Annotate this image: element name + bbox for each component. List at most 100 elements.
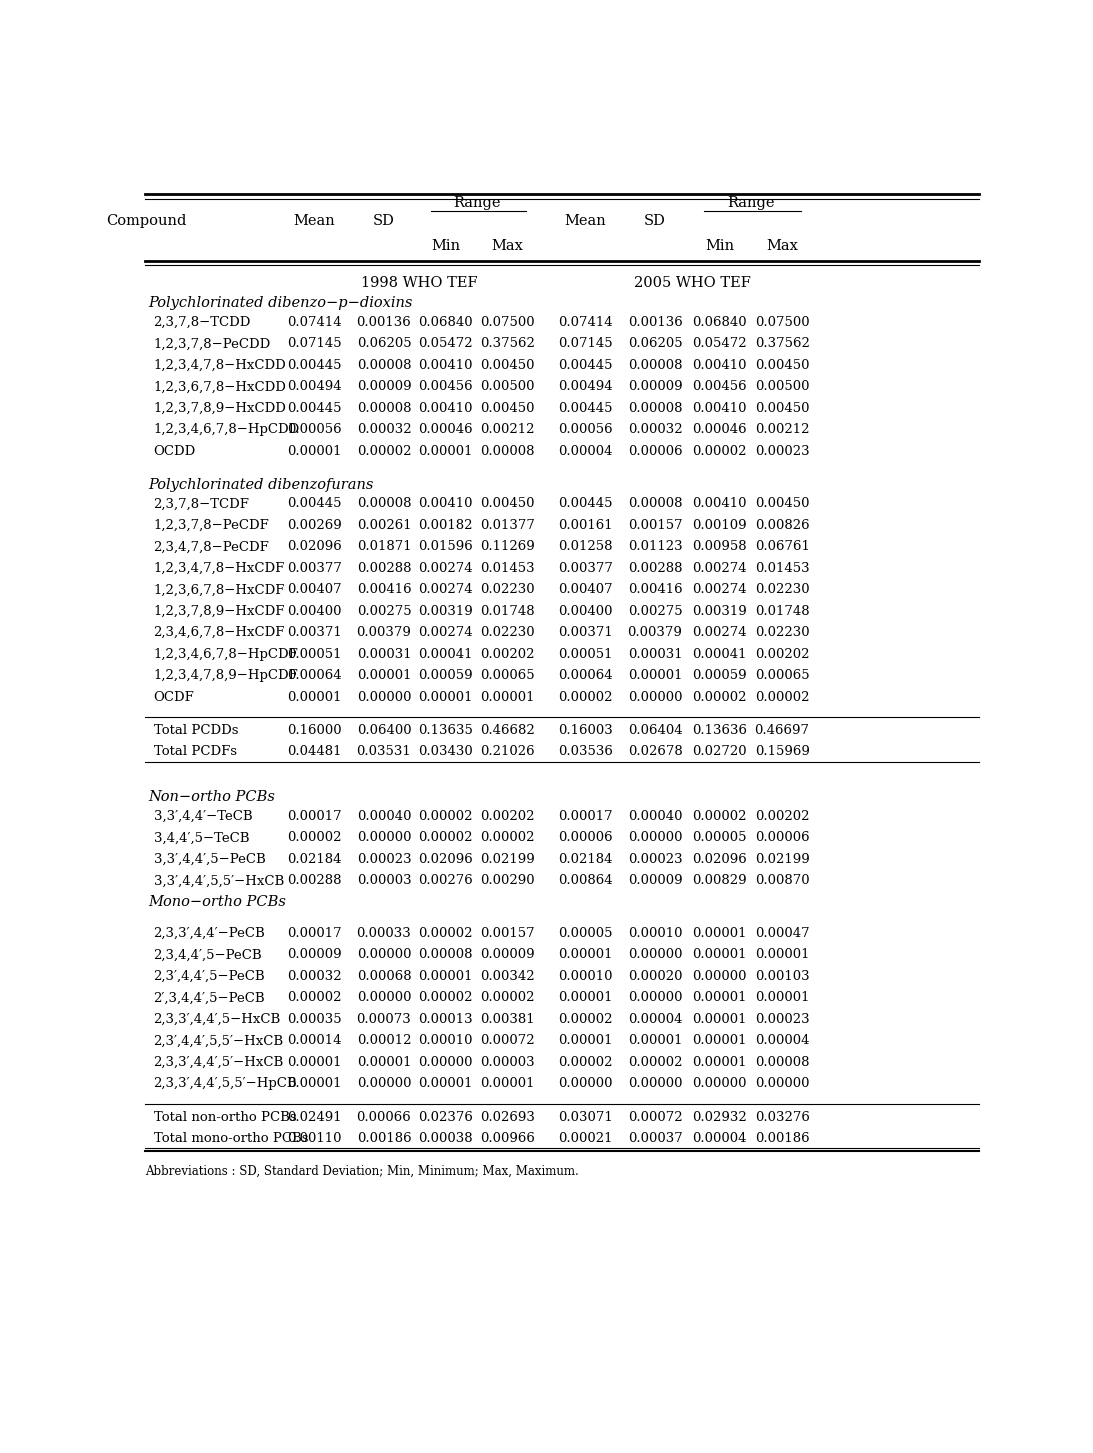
Text: 0.00456: 0.00456 (692, 381, 747, 394)
Text: 0.00407: 0.00407 (559, 583, 613, 596)
Text: 0.00000: 0.00000 (356, 831, 411, 844)
Text: 0.07414: 0.07414 (287, 315, 342, 328)
Text: 0.02491: 0.02491 (287, 1110, 342, 1123)
Text: 0.00010: 0.00010 (627, 927, 682, 940)
Text: 1998 WHO TEF: 1998 WHO TEF (361, 276, 478, 291)
Text: 0.00500: 0.00500 (755, 381, 809, 394)
Text: 2,3,4,7,8−PeCDF: 2,3,4,7,8−PeCDF (153, 541, 269, 554)
Text: 0.00410: 0.00410 (692, 402, 747, 414)
Text: 0.00864: 0.00864 (559, 875, 613, 888)
Text: 0.02096: 0.02096 (692, 853, 747, 866)
Text: 0.00001: 0.00001 (692, 991, 747, 1004)
Text: 0.02693: 0.02693 (480, 1110, 536, 1123)
Text: 0.01377: 0.01377 (480, 519, 536, 532)
Text: 0.00073: 0.00073 (356, 1013, 411, 1026)
Text: 0.00494: 0.00494 (287, 381, 342, 394)
Text: 0.00006: 0.00006 (559, 831, 613, 844)
Text: 0.00000: 0.00000 (559, 1077, 613, 1090)
Text: 0.00410: 0.00410 (419, 402, 473, 414)
Text: 0.01123: 0.01123 (627, 541, 682, 554)
Text: 0.00109: 0.00109 (692, 519, 747, 532)
Text: 0.00072: 0.00072 (480, 1035, 534, 1048)
Text: 0.00450: 0.00450 (755, 497, 809, 510)
Text: Max: Max (492, 238, 524, 253)
Text: Mean: Mean (294, 215, 336, 228)
Text: 0.00002: 0.00002 (559, 1013, 613, 1026)
Text: 0.21026: 0.21026 (480, 745, 534, 758)
Text: 0.00008: 0.00008 (356, 402, 411, 414)
Text: 0.00040: 0.00040 (627, 809, 682, 822)
Text: 0.16000: 0.16000 (287, 724, 342, 737)
Text: Total non-ortho PCBs: Total non-ortho PCBs (153, 1110, 296, 1123)
Text: 0.00186: 0.00186 (356, 1132, 411, 1145)
Text: 0.00001: 0.00001 (559, 949, 613, 962)
Text: 0.00001: 0.00001 (287, 1077, 342, 1090)
Text: 2005 WHO TEF: 2005 WHO TEF (634, 276, 751, 291)
Text: 1,2,3,4,6,7,8−HpCDD: 1,2,3,4,6,7,8−HpCDD (153, 423, 299, 436)
Text: 0.00377: 0.00377 (287, 562, 342, 575)
Text: 2,3,7,8−TCDD: 2,3,7,8−TCDD (153, 315, 251, 328)
Text: Compound: Compound (107, 215, 187, 228)
Text: 0.00008: 0.00008 (627, 497, 682, 510)
Text: 0.00202: 0.00202 (481, 648, 534, 661)
Text: 0.00829: 0.00829 (692, 875, 747, 888)
Text: 0.11269: 0.11269 (480, 541, 534, 554)
Text: 0.00008: 0.00008 (627, 359, 682, 372)
Text: 0.00020: 0.00020 (627, 971, 682, 984)
Text: 0.00157: 0.00157 (480, 927, 534, 940)
Text: 0.05472: 0.05472 (419, 337, 473, 350)
Text: 0.00274: 0.00274 (692, 562, 747, 575)
Text: 0.46697: 0.46697 (754, 724, 810, 737)
Text: 0.00001: 0.00001 (419, 1077, 473, 1090)
Text: 0.00013: 0.00013 (419, 1013, 473, 1026)
Text: 0.00017: 0.00017 (559, 809, 613, 822)
Text: 0.00006: 0.00006 (755, 831, 810, 844)
Text: 0.00445: 0.00445 (287, 402, 342, 414)
Text: 0.13635: 0.13635 (419, 724, 473, 737)
Text: 2,3′,4,4′,5−PeCB: 2,3′,4,4′,5−PeCB (153, 971, 266, 984)
Text: 3,3′,4,4′,5,5′−HxCB: 3,3′,4,4′,5,5′−HxCB (153, 875, 284, 888)
Text: 0.00004: 0.00004 (692, 1132, 747, 1145)
Text: 0.00000: 0.00000 (627, 949, 682, 962)
Text: 0.00288: 0.00288 (287, 875, 342, 888)
Text: 0.00001: 0.00001 (559, 991, 613, 1004)
Text: 1,2,3,7,8−PeCDF: 1,2,3,7,8−PeCDF (153, 519, 269, 532)
Text: 0.00051: 0.00051 (559, 648, 613, 661)
Text: 0.00001: 0.00001 (627, 670, 682, 683)
Text: 0.00212: 0.00212 (755, 423, 809, 436)
Text: 0.00002: 0.00002 (287, 831, 342, 844)
Text: 0.00040: 0.00040 (356, 809, 411, 822)
Text: 0.00072: 0.00072 (627, 1110, 682, 1123)
Text: 0.06404: 0.06404 (627, 724, 682, 737)
Text: 0.00445: 0.00445 (287, 497, 342, 510)
Text: 0.00041: 0.00041 (419, 648, 473, 661)
Text: 0.00002: 0.00002 (419, 927, 473, 940)
Text: 0.00445: 0.00445 (559, 497, 613, 510)
Text: 0.06840: 0.06840 (692, 315, 747, 328)
Text: 0.06400: 0.06400 (356, 724, 411, 737)
Text: 0.00000: 0.00000 (627, 1077, 682, 1090)
Text: 0.00001: 0.00001 (692, 1013, 747, 1026)
Text: Mono−ortho PCBs: Mono−ortho PCBs (149, 895, 286, 910)
Text: 0.00001: 0.00001 (692, 949, 747, 962)
Text: 2,3,3′,4,4′,5,5′−HpCB: 2,3,3′,4,4′,5,5′−HpCB (153, 1077, 297, 1090)
Text: 0.00450: 0.00450 (755, 402, 809, 414)
Text: 1,2,3,7,8,9−HxCDF: 1,2,3,7,8,9−HxCDF (153, 604, 285, 618)
Text: 0.00000: 0.00000 (755, 1077, 809, 1090)
Text: 0.02184: 0.02184 (559, 853, 613, 866)
Text: 0.00379: 0.00379 (627, 626, 682, 639)
Text: 0.00288: 0.00288 (356, 562, 411, 575)
Text: Non−ortho PCBs: Non−ortho PCBs (149, 790, 275, 804)
Text: 0.00002: 0.00002 (559, 690, 613, 703)
Text: 0.00001: 0.00001 (692, 1035, 747, 1048)
Text: 0.00000: 0.00000 (692, 971, 747, 984)
Text: 0.00274: 0.00274 (419, 562, 473, 575)
Text: 0.00010: 0.00010 (419, 1035, 473, 1048)
Text: 0.00450: 0.00450 (755, 359, 809, 372)
Text: 0.03430: 0.03430 (419, 745, 473, 758)
Text: 0.06205: 0.06205 (356, 337, 411, 350)
Text: 0.01871: 0.01871 (356, 541, 411, 554)
Text: 0.00023: 0.00023 (755, 445, 810, 458)
Text: 0.00342: 0.00342 (480, 971, 534, 984)
Text: 0.00001: 0.00001 (287, 690, 342, 703)
